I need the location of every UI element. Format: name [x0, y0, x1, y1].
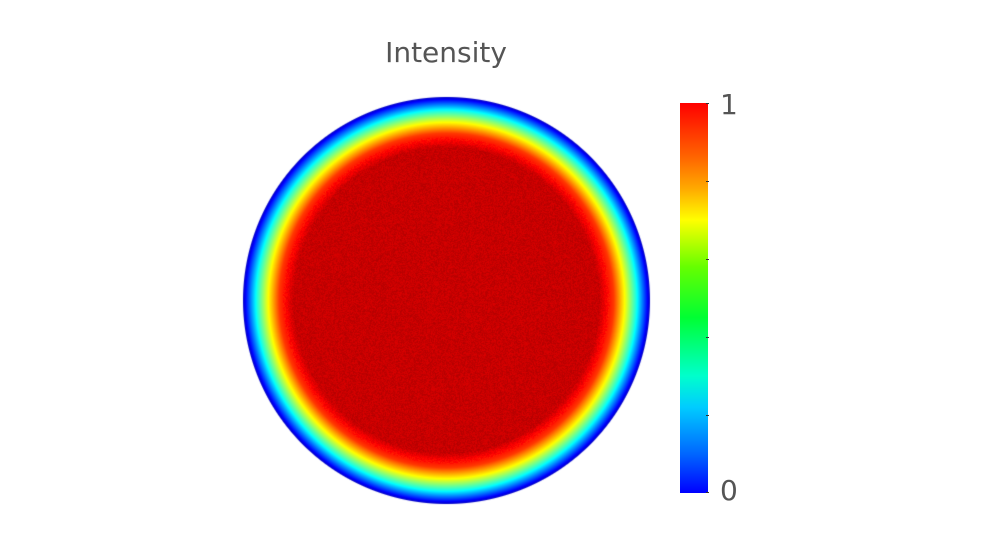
colorbar-tick: [706, 337, 709, 338]
colorbar-tick: [706, 259, 709, 260]
colorbar-tick: [706, 415, 709, 416]
colorbar: [680, 103, 708, 493]
colorbar-tick: [706, 492, 709, 493]
colorbar-max-label: 1: [720, 88, 738, 121]
colorbar-min-label: 0: [720, 474, 738, 507]
colorbar-tick: [706, 181, 709, 182]
chart-title: Intensity: [385, 36, 507, 69]
intensity-heatmap: [238, 92, 654, 508]
colorbar-tick: [706, 103, 709, 104]
